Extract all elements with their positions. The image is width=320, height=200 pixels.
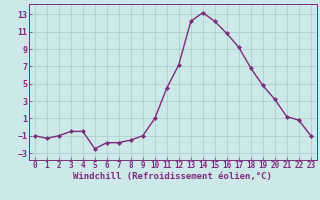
- X-axis label: Windchill (Refroidissement éolien,°C): Windchill (Refroidissement éolien,°C): [73, 172, 272, 181]
